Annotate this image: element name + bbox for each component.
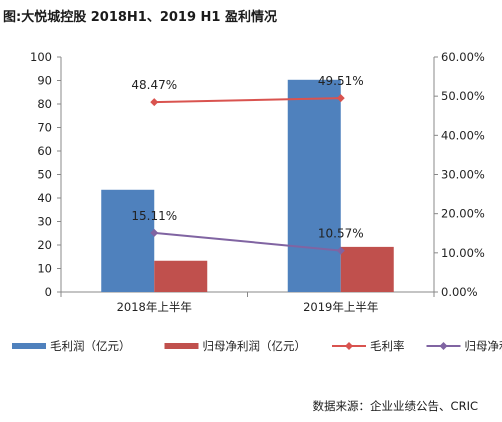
legend-gross-margin-marker: [345, 342, 353, 350]
net-margin-data-label: 10.57%: [318, 227, 364, 241]
right-tick-label: 0.00%: [441, 285, 478, 299]
gross-margin-marker: [336, 94, 345, 103]
chart-title: 图:大悦城控股 2018H1、2019 H1 盈利情况: [3, 10, 277, 25]
legend-net-profit-label: 归母净利润（亿元）: [203, 339, 307, 353]
left-tick-label: 40: [37, 191, 52, 205]
x-tick-label: 2018年上半年: [117, 300, 192, 314]
left-tick-label: 50: [37, 168, 52, 182]
legend-net-profit-swatch: [164, 343, 199, 349]
net-margin-data-label: 15.11%: [131, 209, 177, 223]
left-tick-label: 60: [37, 144, 52, 158]
gross-profit-bar: [287, 79, 341, 292]
left-tick-label: 70: [37, 121, 52, 135]
legend-gross-profit-label: 毛利润（亿元）: [50, 339, 131, 353]
gross-margin-marker: [150, 98, 159, 107]
net-profit-bar: [154, 260, 208, 292]
right-tick-label: 20.00%: [441, 207, 485, 221]
x-tick-label: 2019年上半年: [303, 300, 378, 314]
left-tick-label: 80: [37, 97, 52, 111]
legend-net-margin-label: 归母净利率: [465, 339, 502, 353]
right-tick-label: 30.00%: [441, 168, 485, 182]
right-tick-label: 10.00%: [441, 246, 485, 260]
gross-margin-data-label: 49.51%: [318, 74, 364, 88]
right-tick-label: 40.00%: [441, 128, 485, 142]
net-margin-line: [154, 231, 341, 252]
left-tick-label: 20: [37, 238, 52, 252]
gross-profit-bar: [101, 189, 155, 292]
right-tick-label: 50.00%: [441, 89, 485, 103]
net-profit-bar: [340, 246, 394, 292]
gross-margin-line: [154, 97, 341, 104]
legend-net-margin-marker: [439, 342, 448, 350]
data-source: 数据来源：企业业绩公告、CRIC: [312, 399, 478, 413]
left-tick-label: 10: [37, 262, 52, 276]
left-tick-label: 0: [45, 285, 52, 299]
net-margin-marker: [336, 246, 345, 255]
gross-margin-data-label: 48.47%: [131, 78, 177, 92]
left-tick-label: 90: [37, 74, 52, 88]
left-tick-label: 30: [37, 215, 52, 229]
left-tick-label: 100: [30, 50, 52, 64]
net-margin-marker: [150, 228, 159, 237]
right-tick-label: 60.00%: [441, 50, 485, 64]
legend-gross-profit-swatch: [12, 343, 46, 349]
legend-gross-margin-label: 毛利率: [370, 339, 405, 353]
